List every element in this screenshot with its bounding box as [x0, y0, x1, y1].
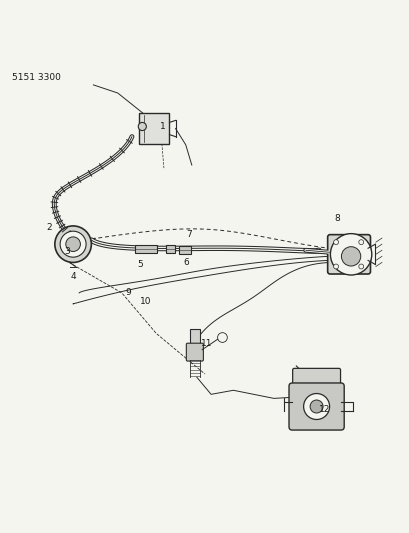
Circle shape [309, 400, 322, 413]
FancyBboxPatch shape [186, 343, 203, 361]
Circle shape [358, 240, 363, 245]
Text: 11: 11 [201, 339, 212, 348]
Bar [166, 245, 174, 253]
Text: 9: 9 [125, 288, 130, 297]
Text: 8: 8 [333, 214, 339, 223]
FancyBboxPatch shape [327, 235, 370, 274]
Bar [178, 246, 190, 254]
Text: 6: 6 [183, 258, 189, 267]
Circle shape [303, 393, 329, 419]
Circle shape [60, 231, 86, 257]
Text: 7: 7 [185, 230, 191, 239]
Circle shape [341, 247, 360, 266]
Text: 4: 4 [70, 272, 76, 281]
FancyBboxPatch shape [288, 383, 344, 430]
Circle shape [65, 237, 80, 252]
Text: 3: 3 [64, 247, 70, 256]
Text: 1: 1 [159, 122, 165, 131]
FancyBboxPatch shape [292, 368, 340, 390]
Text: 2: 2 [46, 223, 52, 232]
Text: 5: 5 [137, 260, 143, 269]
Bar [135, 245, 157, 253]
Bar [139, 114, 169, 144]
Text: 12: 12 [318, 405, 330, 414]
Circle shape [217, 333, 227, 342]
Circle shape [358, 264, 363, 269]
Circle shape [333, 240, 338, 245]
Text: 10: 10 [140, 297, 151, 306]
Circle shape [333, 264, 338, 269]
Circle shape [330, 233, 371, 275]
Bar [189, 329, 199, 345]
Text: 5151 3300: 5151 3300 [12, 72, 61, 82]
Circle shape [138, 123, 146, 131]
Circle shape [55, 226, 91, 262]
